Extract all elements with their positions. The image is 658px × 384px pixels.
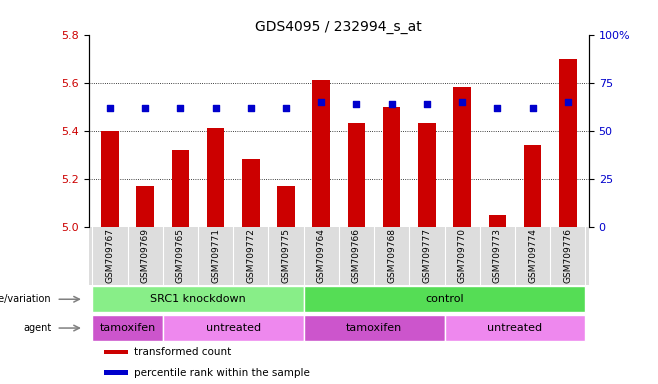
Point <box>492 104 503 111</box>
Bar <box>559 58 576 227</box>
Point <box>351 101 362 107</box>
Text: GSM709775: GSM709775 <box>282 228 291 283</box>
Bar <box>303 286 586 313</box>
Text: GSM709764: GSM709764 <box>316 228 326 283</box>
Bar <box>136 186 154 227</box>
Bar <box>524 145 542 227</box>
Text: tamoxifen: tamoxifen <box>346 323 402 333</box>
Title: GDS4095 / 232994_s_at: GDS4095 / 232994_s_at <box>255 20 422 33</box>
Bar <box>242 159 260 227</box>
Text: SRC1 knockdown: SRC1 knockdown <box>150 294 246 304</box>
Text: GSM709767: GSM709767 <box>105 228 114 283</box>
Text: GSM709765: GSM709765 <box>176 228 185 283</box>
Text: untreated: untreated <box>488 323 542 333</box>
Point <box>386 101 397 107</box>
Text: GSM709770: GSM709770 <box>457 228 467 283</box>
Bar <box>347 123 365 227</box>
Text: genotype/variation: genotype/variation <box>0 294 51 304</box>
Bar <box>104 349 128 354</box>
Bar <box>303 315 445 341</box>
Text: GSM709777: GSM709777 <box>422 228 432 283</box>
Bar <box>277 186 295 227</box>
Text: agent: agent <box>23 323 51 333</box>
Point <box>457 99 467 105</box>
Bar <box>207 128 224 227</box>
Point <box>422 101 432 107</box>
Text: GSM709769: GSM709769 <box>141 228 149 283</box>
Text: tamoxifen: tamoxifen <box>99 323 156 333</box>
Point <box>175 104 186 111</box>
Point <box>281 104 291 111</box>
Bar <box>383 106 401 227</box>
Text: transformed count: transformed count <box>134 347 231 357</box>
Text: GSM709768: GSM709768 <box>387 228 396 283</box>
Point <box>316 99 326 105</box>
Point <box>105 104 115 111</box>
Text: control: control <box>425 294 464 304</box>
Bar <box>92 286 303 313</box>
Bar <box>172 150 190 227</box>
Text: GSM709766: GSM709766 <box>352 228 361 283</box>
Point <box>563 99 573 105</box>
Bar <box>453 87 471 227</box>
Bar <box>418 123 436 227</box>
Point <box>527 104 538 111</box>
Text: untreated: untreated <box>206 323 261 333</box>
Point <box>245 104 256 111</box>
Text: percentile rank within the sample: percentile rank within the sample <box>134 367 310 377</box>
Bar <box>313 80 330 227</box>
Bar <box>101 131 118 227</box>
Point <box>140 104 151 111</box>
Text: GSM709772: GSM709772 <box>246 228 255 283</box>
Text: GSM709771: GSM709771 <box>211 228 220 283</box>
Bar <box>163 315 303 341</box>
Bar <box>92 315 163 341</box>
Text: GSM709776: GSM709776 <box>563 228 572 283</box>
Bar <box>104 370 128 375</box>
Point <box>211 104 221 111</box>
Bar <box>445 315 586 341</box>
Text: GSM709774: GSM709774 <box>528 228 537 283</box>
Text: GSM709773: GSM709773 <box>493 228 502 283</box>
Bar <box>488 215 506 227</box>
